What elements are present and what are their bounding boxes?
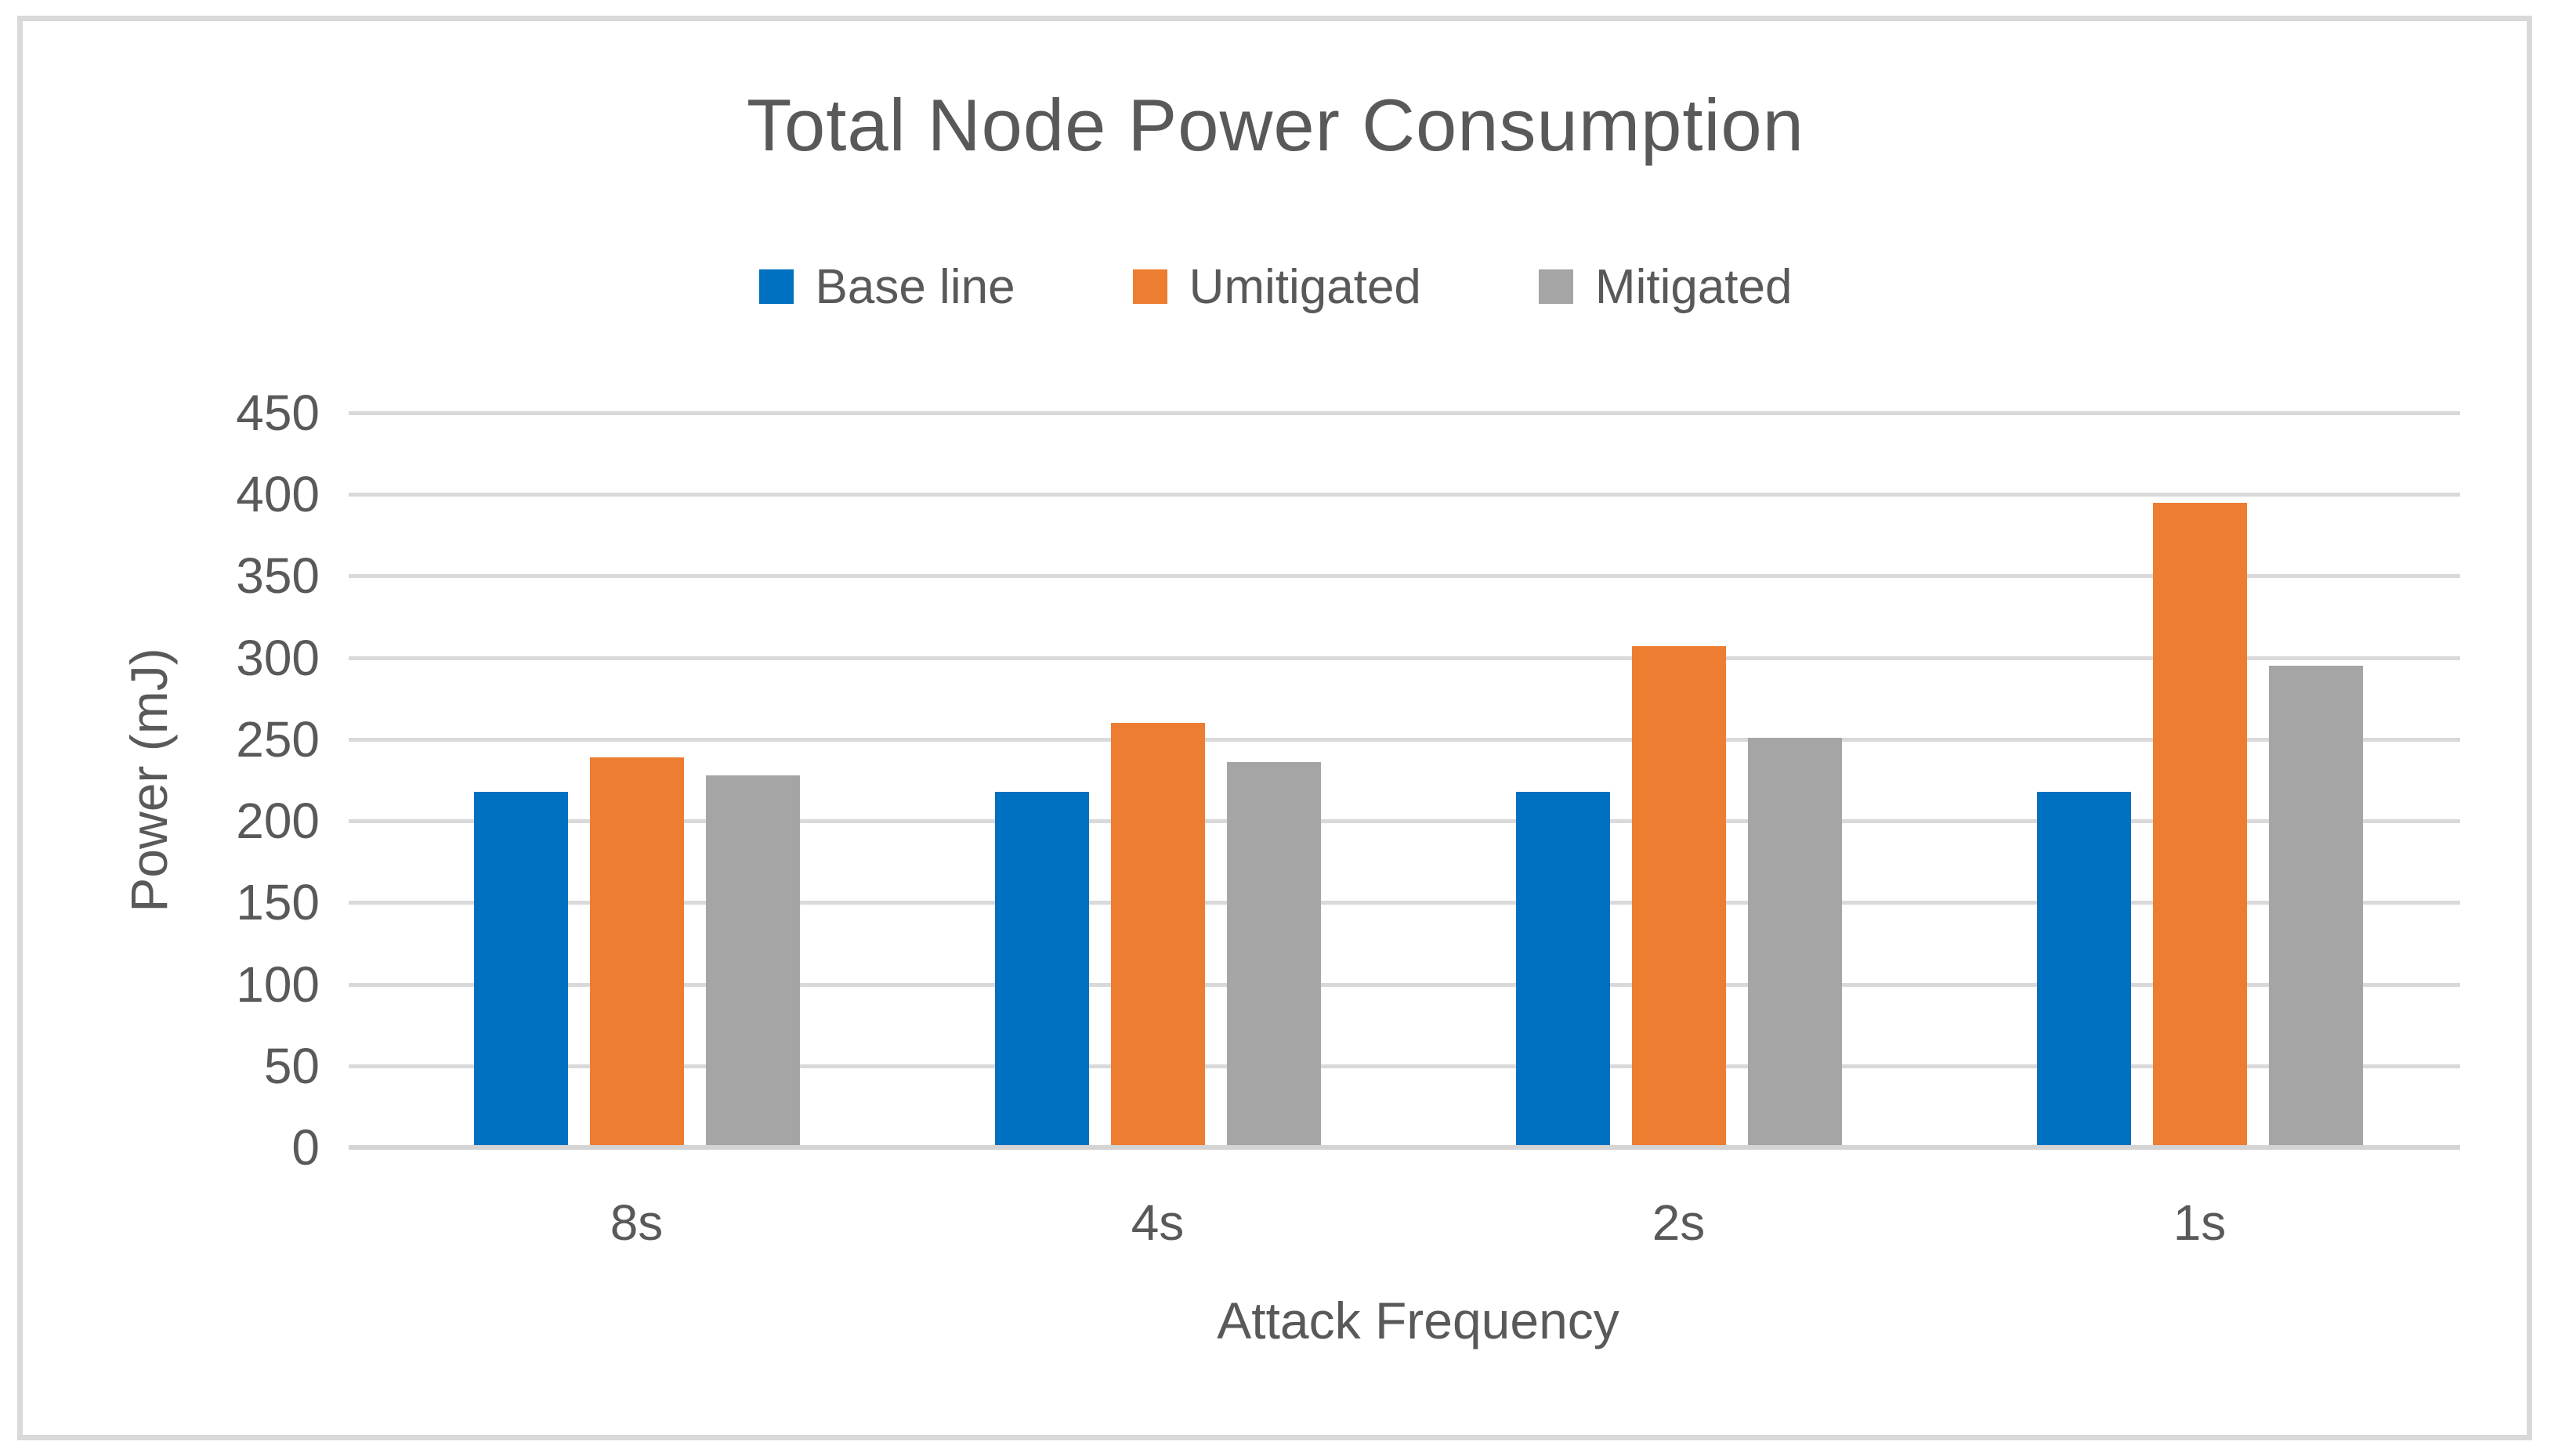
bar-base-line-2s <box>1515 791 1610 1147</box>
y-tick-label-450: 450 <box>236 385 320 441</box>
gridline-50 <box>349 1064 2460 1068</box>
gridline-250 <box>349 737 2460 742</box>
bar-mitigated-1s <box>2268 666 2363 1147</box>
bar-mitigated-2s <box>1747 737 1842 1147</box>
gridline-200 <box>349 819 2460 824</box>
bar-mitigated-8s <box>705 775 800 1147</box>
plot-area <box>349 411 2460 1150</box>
chart-outer-border <box>17 16 2532 1440</box>
gridline-350 <box>349 574 2460 579</box>
legend-label: Mitigated <box>1594 259 1793 314</box>
bar-base-line-1s <box>2036 791 2131 1147</box>
x-axis-line <box>349 1145 2460 1150</box>
legend: Base line Umitigated Mitigated <box>0 251 2551 323</box>
bar-group-2s <box>1418 413 1939 1147</box>
y-tick-label-50: 50 <box>263 1037 320 1094</box>
bar-group-4s <box>897 413 1418 1147</box>
legend-label: Umitigated <box>1189 259 1421 314</box>
gridline-450 <box>349 411 2460 415</box>
legend-item-umitigated: Umitigated <box>1132 259 1421 315</box>
x-category-label-2s: 2s <box>1652 1194 1706 1251</box>
gridline-100 <box>349 982 2460 987</box>
x-axis-category-labels: 8s 4s 2s 1s <box>376 1194 2460 1252</box>
gridline-400 <box>349 493 2460 497</box>
gridline-150 <box>349 901 2460 905</box>
bar-umitigated-8s <box>589 757 684 1147</box>
bar-mitigated-4s <box>1226 762 1321 1147</box>
y-tick-label-250: 250 <box>236 710 320 768</box>
legend-swatch-mitigated <box>1538 269 1573 304</box>
bar-base-line-4s <box>994 791 1089 1147</box>
bar-umitigated-2s <box>1631 646 1726 1147</box>
legend-swatch-base-line <box>758 269 794 304</box>
legend-swatch-umitigated <box>1132 269 1167 304</box>
x-axis-title: Attack Frequency <box>1217 1292 1619 1349</box>
x-category-label-8s: 8s <box>610 1194 664 1251</box>
bar-umitigated-1s <box>2152 502 2247 1147</box>
bar-group-8s <box>376 413 897 1147</box>
chart-title: Total Node Power Consumption <box>747 84 1804 166</box>
y-tick-label-150: 150 <box>236 874 320 931</box>
bar-group-1s <box>1939 413 2460 1147</box>
gridline-300 <box>349 656 2460 660</box>
y-tick-label-300: 300 <box>236 629 320 686</box>
bars <box>376 413 2460 1147</box>
legend-item-base-line: Base line <box>758 259 1015 315</box>
y-tick-label-400: 400 <box>236 466 320 523</box>
x-category-label-1s: 1s <box>2173 1194 2227 1251</box>
y-tick-label-200: 200 <box>236 793 320 850</box>
legend-item-mitigated: Mitigated <box>1538 259 1793 315</box>
y-tick-label-0: 0 <box>291 1119 320 1176</box>
legend-label: Base line <box>815 259 1015 314</box>
y-tick-label-100: 100 <box>236 956 320 1013</box>
x-category-label-4s: 4s <box>1131 1194 1185 1251</box>
y-tick-label-350: 350 <box>236 547 320 605</box>
bar-base-line-8s <box>473 791 568 1147</box>
bar-umitigated-4s <box>1110 723 1205 1147</box>
